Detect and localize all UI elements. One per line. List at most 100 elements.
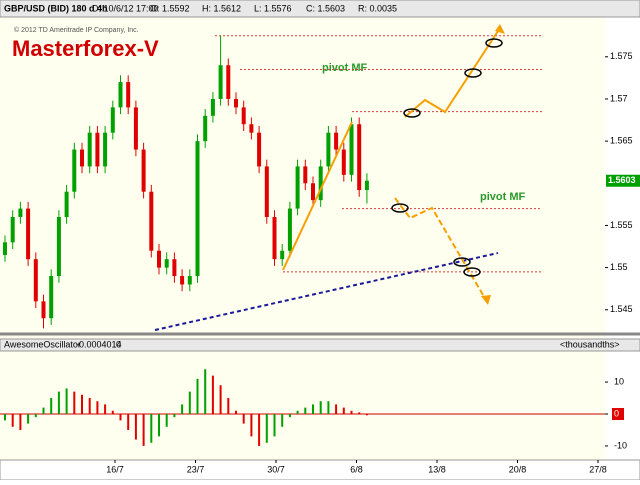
- candle-body: [187, 276, 192, 285]
- candle-body: [264, 166, 269, 218]
- marker: [391, 203, 409, 213]
- candle-body: [126, 82, 131, 108]
- candle-body: [95, 132, 100, 167]
- candle-body: [272, 217, 277, 260]
- annotation: pivot MF: [480, 191, 525, 203]
- candle-body: [249, 124, 254, 133]
- candle-body: [241, 107, 246, 125]
- drawings: [154, 24, 505, 331]
- trendline: [154, 252, 499, 331]
- candle-body: [56, 217, 61, 277]
- x-tick-label: 23/7: [187, 464, 205, 474]
- candle-body: [118, 82, 123, 108]
- candle-body: [18, 208, 23, 218]
- x-tick-label: 13/8: [428, 464, 446, 474]
- close: C: 1.5603: [306, 3, 345, 13]
- marker: [453, 257, 471, 267]
- candle-body: [287, 208, 292, 251]
- last-price: 1.5603: [608, 175, 636, 185]
- candle-body: [218, 65, 223, 99]
- copyright: © 2012 TD Ameritrade IP Company, Inc.: [14, 26, 139, 34]
- marker: [403, 108, 421, 118]
- candle-body: [80, 149, 84, 167]
- candle-body: [87, 132, 92, 167]
- x-tick-label: 20/8: [509, 464, 527, 474]
- chart-title: Masterforex-V: [12, 36, 159, 61]
- zero-box: [612, 407, 624, 420]
- candle-body: [72, 149, 77, 192]
- candle-body: [33, 259, 38, 302]
- osc-title: AwesomeOscillator: [4, 339, 81, 349]
- y-tick-label: -10: [614, 440, 627, 450]
- candle-body: [180, 276, 185, 285]
- y-tick-label: 1.575: [610, 51, 633, 61]
- trend-arrow: [282, 121, 353, 271]
- annotation: pivot MF: [322, 62, 367, 74]
- marker: [464, 68, 482, 78]
- candle-body: [280, 250, 285, 260]
- marks: 1.545 1.55 1.555 1.565 1.57 1.575 1.5603 16/7 23…: [0, 35, 640, 474]
- forecast-down: [394, 197, 487, 301]
- candle-body: [318, 166, 323, 201]
- high: H: 1.5612: [202, 3, 241, 13]
- candle-body: [295, 166, 300, 209]
- candle-body: [110, 107, 115, 133]
- symbol: GBP/USD (BID) 180 d 4h: [4, 3, 108, 13]
- arrowhead: [481, 295, 491, 305]
- y-tick-label: 1.57: [610, 93, 628, 103]
- arrowhead: [495, 24, 505, 34]
- candle-body: [234, 98, 238, 108]
- range: R: 0.0035: [358, 3, 397, 13]
- y-tick-label: 1.565: [610, 135, 633, 145]
- candle-body: [149, 191, 154, 251]
- candle-body: [3, 242, 7, 255]
- markers: [391, 38, 503, 277]
- candle-body: [172, 259, 177, 277]
- y-tick-label: 0: [614, 408, 619, 418]
- x-tick-label: 30/7: [267, 464, 285, 474]
- candle-body: [103, 132, 108, 167]
- candle-body: [349, 124, 354, 175]
- x-axis-area: [0, 459, 640, 481]
- forecast-up: [404, 27, 501, 118]
- osc-value: -0.0004014: [76, 339, 122, 349]
- y-tick-label: 1.55: [610, 262, 628, 272]
- candle-body: [41, 301, 46, 319]
- candle-body: [141, 149, 146, 192]
- candle-body: [203, 115, 208, 142]
- osc-header-bar: [0, 338, 640, 352]
- candle-body: [357, 124, 362, 191]
- y-tick-label: 10: [614, 376, 624, 386]
- open: O: 1.5592: [150, 3, 190, 13]
- candle-body: [311, 183, 315, 201]
- osc-param: 0: [116, 339, 121, 349]
- candle-body: [64, 191, 69, 218]
- header-bar: [0, 0, 640, 18]
- price-box: [606, 174, 640, 187]
- osc-unit: <thousandths>: [560, 339, 620, 349]
- candle-body: [226, 65, 231, 99]
- marker: [485, 38, 503, 48]
- candle-body: [303, 166, 308, 184]
- candle-body: [334, 132, 339, 150]
- candle-body: [164, 259, 169, 268]
- candle-body: [133, 107, 138, 150]
- x-tick-label: 27/8: [589, 464, 607, 474]
- candle-body: [195, 141, 200, 277]
- candle-body: [341, 149, 346, 175]
- candle-body: [157, 250, 161, 268]
- candle-body: [26, 208, 31, 260]
- candle-body: [326, 132, 331, 167]
- candle-body: [10, 217, 15, 243]
- marker: [463, 267, 481, 277]
- low: L: 1.5576: [254, 3, 292, 13]
- y-tick-label: 1.555: [610, 220, 633, 230]
- axis-area: [605, 0, 640, 480]
- candle-body: [210, 98, 215, 116]
- y-tick-label: 1.545: [610, 304, 633, 314]
- x-tick-label: 6/8: [350, 464, 363, 474]
- x-tick-label: 16/7: [106, 464, 124, 474]
